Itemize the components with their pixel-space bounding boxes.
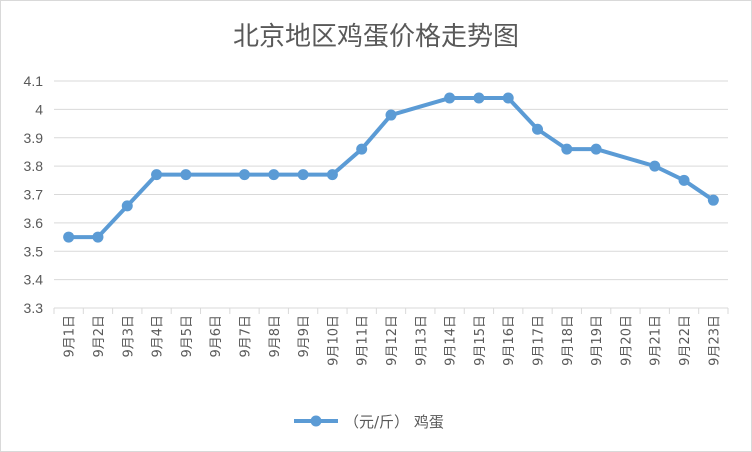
legend-label: （元/斤） 鸡蛋: [344, 413, 444, 431]
x-tick-label: 9月17日: [532, 315, 547, 366]
x-tick-label: 9月9日: [297, 315, 312, 358]
x-tick-label: 9月19日: [590, 315, 605, 366]
x-tick-label: 9月22日: [678, 315, 693, 366]
data-point: [151, 169, 163, 181]
x-tick-label: 9月13日: [414, 315, 429, 366]
x-tick-label: 9月16日: [502, 315, 517, 366]
x-tick-label: 9月3日: [121, 315, 136, 358]
data-point: [121, 200, 133, 212]
data-point: [268, 169, 280, 181]
data-point: [473, 92, 485, 104]
y-axis-ticks: 3.3 3.4 3.5 3.6 3.7 3.8 3.9 4 4.1: [24, 73, 44, 316]
data-point: [590, 143, 602, 155]
data-point: [678, 174, 690, 186]
x-tick-label: 9月1日: [63, 315, 78, 358]
data-point: [326, 169, 338, 181]
x-axis: [53, 307, 729, 314]
x-tick-label: 9月18日: [561, 315, 576, 366]
y-tick-label: 3.5: [24, 243, 44, 259]
x-tick-label: 9月10日: [326, 315, 341, 366]
y-tick-label: 4.1: [24, 73, 44, 89]
x-tick-label: 9月8日: [268, 315, 283, 358]
data-point: [532, 123, 544, 135]
x-tick-label: 9月7日: [238, 315, 253, 358]
x-tick-label: 9月14日: [444, 315, 459, 366]
x-tick-label: 9月4日: [151, 315, 166, 358]
data-point: [502, 92, 514, 104]
data-point: [649, 160, 661, 172]
y-tick-label: 4: [35, 101, 43, 117]
data-point: [180, 169, 192, 181]
y-tick-label: 3.6: [24, 215, 44, 231]
data-point: [356, 143, 368, 155]
data-point: [297, 169, 309, 181]
data-point: [238, 169, 250, 181]
legend-point-marker: [310, 415, 322, 427]
x-tick-label: 9月20日: [619, 315, 634, 366]
gridlines: [54, 80, 728, 281]
x-tick-label: 9月23日: [707, 315, 722, 366]
y-tick-label: 3.8: [24, 158, 44, 174]
data-point: [707, 194, 719, 206]
y-tick-label: 3.3: [24, 300, 44, 316]
y-tick-label: 3.7: [24, 187, 44, 203]
series-layer: [63, 92, 719, 243]
x-tick-label: 9月11日: [356, 315, 371, 366]
legend: （元/斤） 鸡蛋: [294, 413, 444, 431]
data-point: [444, 92, 456, 104]
x-tick-label: 9月21日: [649, 315, 664, 366]
data-point: [92, 231, 104, 243]
y-tick-label: 3.4: [24, 272, 44, 288]
data-point: [385, 109, 397, 121]
x-tick-label: 9月5日: [180, 315, 195, 358]
x-tick-label: 9月2日: [92, 315, 107, 358]
x-tick-label: 9月15日: [473, 315, 488, 366]
y-tick-label: 3.9: [24, 130, 44, 146]
data-point: [63, 231, 75, 243]
x-tick-label: 9月12日: [385, 315, 400, 366]
x-axis-ticks: 9月1日 9月2日 9月3日 9月4日 9月5日 9月6日 9月7日 9月8日 9月9日 9月10…: [63, 315, 723, 366]
data-point: [561, 143, 573, 155]
chart-title: 北京地区鸡蛋价格走势图: [233, 22, 519, 52]
x-tick-label: 9月6日: [209, 315, 224, 358]
